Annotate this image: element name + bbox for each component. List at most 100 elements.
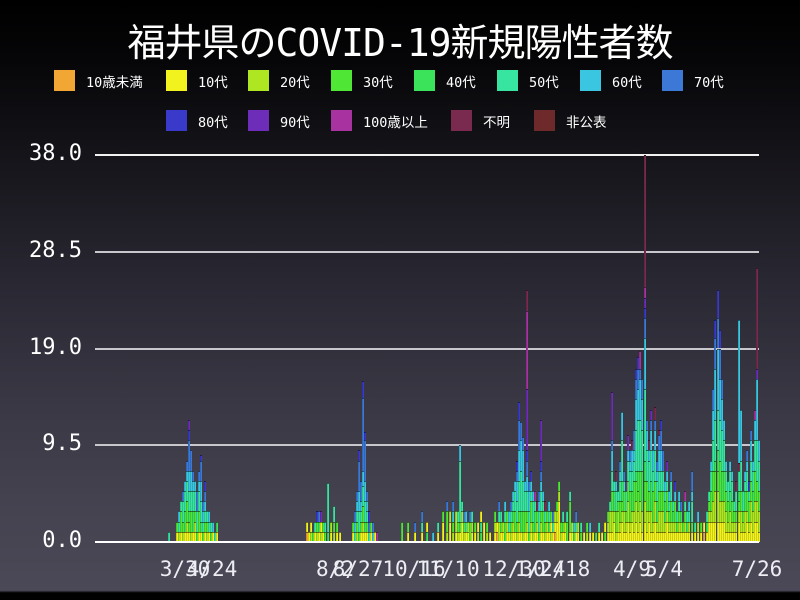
bar-segment: [187, 531, 191, 542]
bar-segment: [679, 521, 683, 532]
bar-segment: [545, 521, 549, 532]
bar-segment: [667, 511, 671, 522]
bar-segment: [357, 531, 361, 542]
x-tick-label: 12/30: [482, 557, 546, 581]
x-tick-label: 4/24: [186, 557, 238, 581]
bar-segment: [549, 511, 553, 522]
bar-segment: [649, 450, 653, 481]
bar-segment: [458, 460, 462, 522]
bar-segment: [466, 521, 470, 532]
bar-segment: [753, 470, 757, 502]
bar-segment: [193, 511, 197, 522]
legend-item-label: 80代: [198, 114, 228, 131]
bar-segment: [649, 409, 653, 420]
bar-segment: [365, 501, 369, 512]
bar-segment: [630, 521, 634, 542]
bar-segment: [539, 480, 543, 492]
bar-segment: [732, 531, 736, 542]
bar-segment: [189, 511, 193, 532]
bar-segment: [643, 460, 647, 481]
bar-segment: [193, 531, 197, 542]
bar-segment: [525, 389, 529, 451]
bar-segment: [628, 491, 632, 522]
bar-segment: [517, 511, 521, 522]
bar-segment: [732, 511, 736, 522]
bar-segment: [640, 511, 644, 532]
bar-segment: [357, 460, 361, 492]
bar-segment: [585, 521, 589, 532]
bar-segment: [209, 521, 213, 532]
bar-segment: [713, 319, 717, 339]
bar-segment: [197, 511, 201, 532]
bar-segment: [451, 511, 455, 522]
bar-segment: [535, 531, 539, 542]
bar-segment: [705, 521, 709, 532]
bar-segment: [671, 511, 675, 522]
bar-segment: [730, 501, 734, 522]
bar-segment: [716, 491, 720, 522]
bar-segment: [600, 531, 604, 542]
legend-item-label: 40代: [446, 74, 476, 91]
bar-segment: [713, 470, 717, 492]
bar-segment: [509, 521, 513, 532]
bar-segment: [181, 501, 185, 522]
bar-segment: [539, 460, 543, 471]
bar-segment: [747, 480, 751, 492]
bar-segment: [363, 480, 367, 502]
x-tick-label: 4/9: [613, 557, 651, 581]
bar-segment: [663, 531, 667, 542]
bar-segment: [420, 521, 424, 532]
bar-segment: [332, 521, 336, 532]
bar-segment: [197, 491, 201, 512]
bar-segment: [618, 531, 622, 542]
bar-segment: [673, 531, 677, 542]
bar-segment: [634, 470, 638, 481]
legend-color-swatch: [497, 70, 518, 91]
bar-segment: [205, 531, 209, 542]
bar-segment: [716, 290, 720, 318]
legend-item-label: 20代: [280, 74, 310, 91]
legend-item: 90代: [248, 110, 310, 131]
legend-item-label: 60代: [612, 74, 642, 91]
bar-segment: [734, 480, 738, 492]
bar-segment: [505, 521, 509, 532]
bar-segment: [211, 521, 215, 532]
bar-segment: [177, 511, 181, 522]
bar-segment: [535, 521, 539, 532]
bar-segment: [547, 531, 551, 542]
bar-segment: [649, 429, 653, 451]
bar-segment: [665, 460, 669, 471]
bar-segment: [632, 450, 636, 461]
bar-segment: [359, 501, 363, 512]
bar-segment: [511, 501, 515, 512]
bar-segment: [549, 521, 553, 532]
bar-segment: [711, 501, 715, 522]
bar-segment: [636, 531, 640, 542]
legend-color-swatch: [414, 70, 435, 91]
bar-segment: [709, 460, 713, 471]
bar-segment: [413, 531, 417, 542]
bar-segment: [533, 531, 537, 542]
bar-segment: [553, 521, 557, 532]
bar-segment: [649, 419, 653, 430]
bar-segment: [361, 521, 365, 532]
bar-segment: [529, 521, 533, 532]
bar-segment: [485, 531, 489, 542]
bar-segment: [454, 531, 458, 542]
bar-segment: [720, 429, 724, 471]
bar-segment: [620, 521, 624, 542]
bar-segment: [543, 531, 547, 542]
bar-segment: [685, 511, 689, 522]
bar-segment: [329, 531, 333, 542]
bar-segment: [713, 368, 717, 420]
bar-segment: [651, 491, 655, 522]
bar-segment: [553, 511, 557, 522]
bar-segment: [702, 531, 706, 542]
bar-segment: [529, 501, 533, 522]
bar-segment: [606, 511, 610, 522]
bar-segment: [711, 409, 715, 441]
bar-segment: [495, 521, 499, 532]
bar-segment: [638, 501, 642, 522]
bar-segment: [561, 511, 565, 522]
bar-segment: [451, 521, 455, 532]
